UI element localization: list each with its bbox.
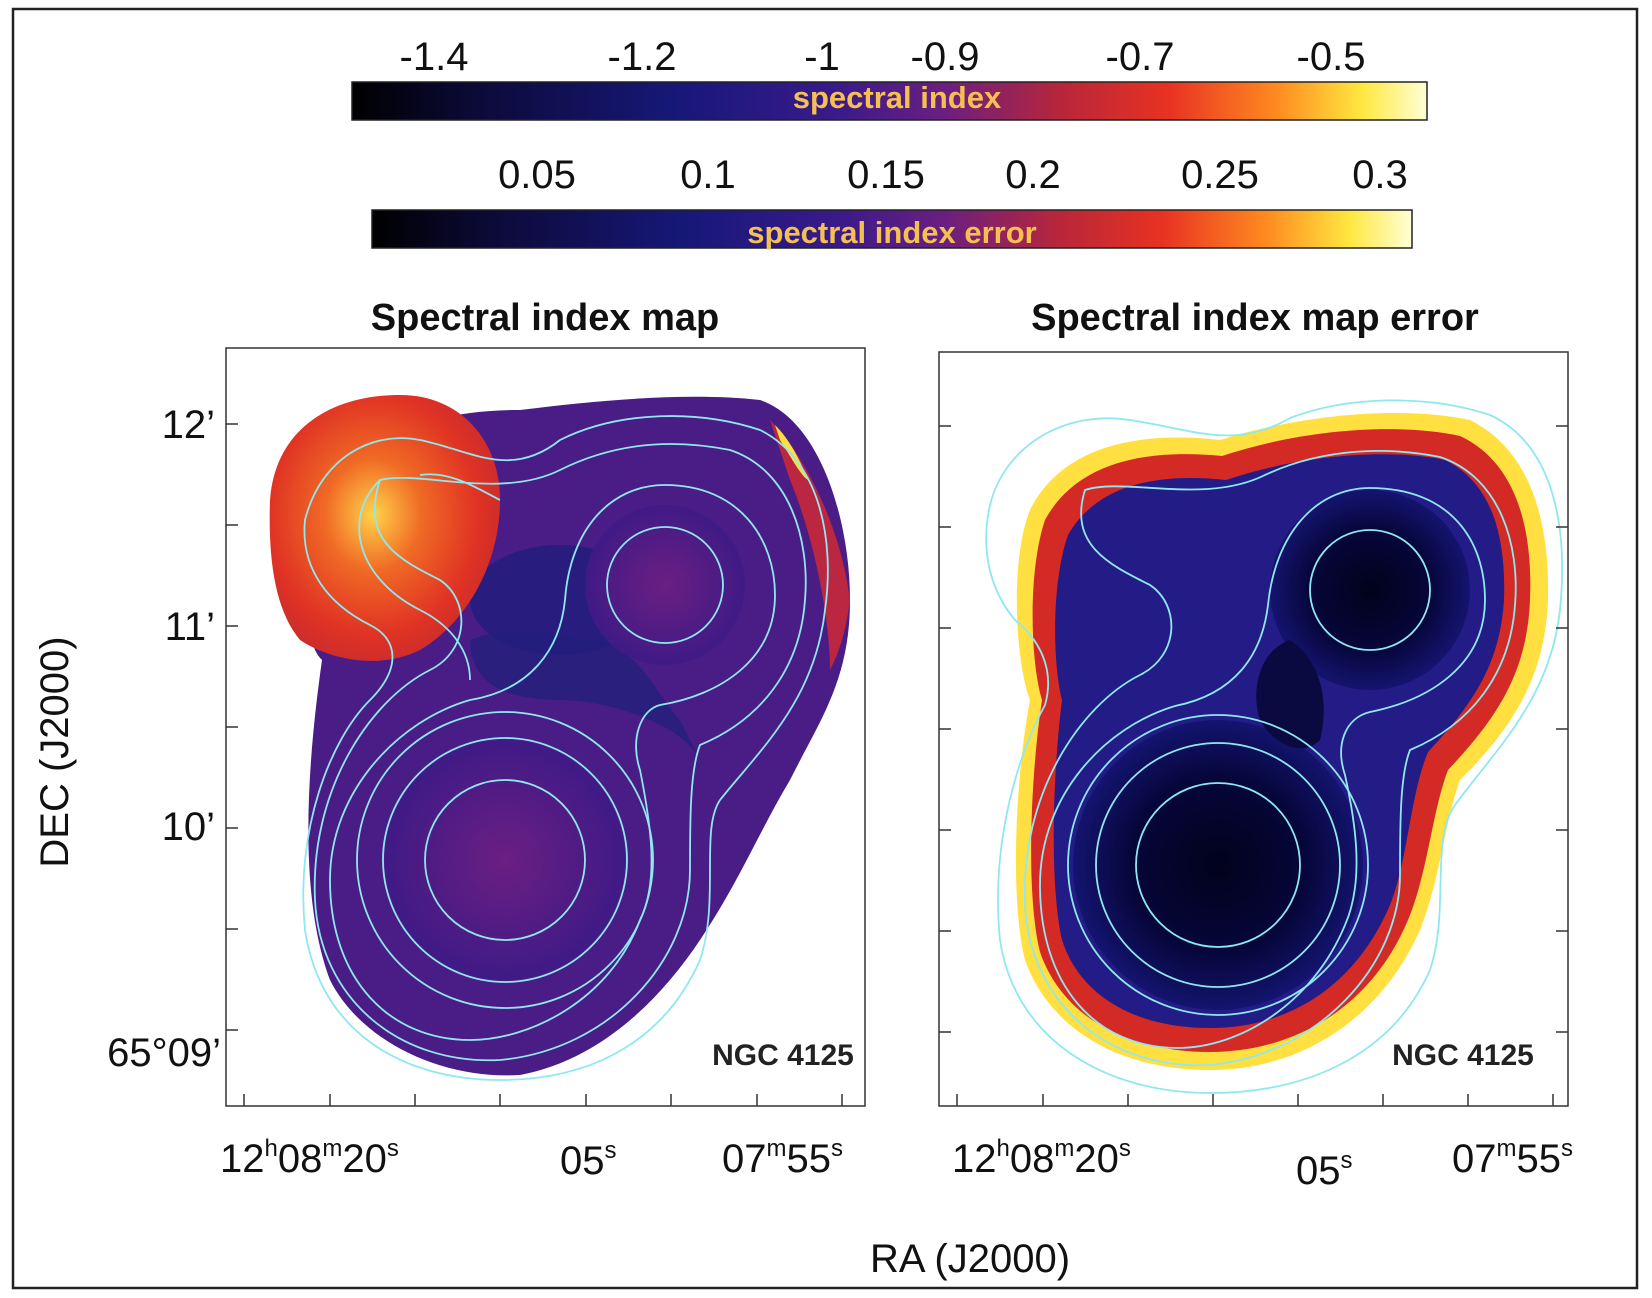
contour-left-4	[606, 526, 724, 644]
contour-right-6	[1023, 450, 1517, 1067]
colorbar-2-label: spectral index error	[747, 215, 1036, 250]
panel-left-xtick-labels: 12h08m20s 05s 07m55s	[220, 1135, 843, 1183]
xtick-label-20s-right: 12h08m20s	[952, 1135, 1131, 1181]
colorbar-2-gradient	[371, 209, 1413, 249]
edge-east-left	[770, 420, 850, 670]
bridge-right	[1256, 640, 1324, 749]
cb2-tick-3: 0.2	[1005, 153, 1061, 197]
contours-left	[302, 415, 829, 1081]
contour-left-7	[302, 415, 829, 1081]
cb1-tick-0: -1.4	[400, 35, 469, 79]
y-axis-label: DEC (J2000)	[33, 636, 77, 867]
colorbar-spectral-index-error: spectral index error 0.05 0.1 0.15 0.2 0…	[371, 153, 1413, 250]
colorbar-spectral-index: spectral index -1.4 -1.2 -1 -0.9 -0.7 -0…	[351, 35, 1428, 121]
colorbar-2-ticks: 0.05 0.1 0.15 0.2 0.25 0.3	[498, 153, 1408, 197]
cb1-tick-2: -1	[804, 35, 840, 79]
xtick-label-05s-right: 05s	[1296, 1147, 1353, 1193]
panel-right-yticks	[939, 425, 1568, 1033]
xtick-label-55s-right: 07m55s	[1452, 1135, 1573, 1181]
xtick-label-05s: 05s	[560, 1137, 617, 1183]
contour-right-3	[1067, 714, 1369, 1016]
cb1-tick-1: -1.2	[608, 35, 677, 79]
core-ne-left	[585, 505, 745, 665]
contour-left-6	[313, 443, 807, 1062]
x-axis-label: RA (J2000)	[870, 1237, 1070, 1281]
panel-right-source-label: NGC 4125	[1392, 1039, 1534, 1072]
panel-spectral-index-map: Spectral index map	[107, 297, 866, 1183]
ytick-label-10: 10’	[162, 805, 215, 849]
contour-left-5	[329, 484, 776, 1041]
panel-left-ytick-labels: 12’ 11’ 10’ 65°09’	[107, 403, 221, 1075]
cb1-tick-5: -0.5	[1297, 35, 1366, 79]
ytick-label-09: 65°09’	[107, 1031, 221, 1075]
cb2-tick-1: 0.1	[680, 153, 736, 197]
panel-left-yticks	[226, 423, 238, 1031]
colorbar-1-ticks: -1.4 -1.2 -1 -0.9 -0.7 -0.5	[400, 35, 1366, 79]
heatmap-left	[269, 395, 851, 1081]
contour-right-4	[1309, 529, 1431, 651]
cb1-tick-4: -0.7	[1106, 35, 1175, 79]
heatmap-right	[985, 399, 1563, 1094]
source-body-left-shade	[470, 631, 700, 760]
cb1-tick-3: -0.9	[911, 35, 980, 79]
panel-left-xticks	[243, 1094, 843, 1106]
cb2-tick-4: 0.25	[1181, 153, 1259, 197]
lobe-nw-left	[269, 395, 500, 661]
cb2-tick-0: 0.05	[498, 153, 576, 197]
panel-right-title: Spectral index map error	[1031, 297, 1479, 339]
contour-right-2	[1095, 742, 1341, 988]
panel-spectral-index-map-error: Spectral index map error	[938, 297, 1573, 1193]
panel-right-xticks	[956, 1094, 1554, 1106]
ytick-label-12: 12’	[162, 403, 215, 447]
contour-right-7	[985, 399, 1563, 1094]
contour-right-5	[1039, 487, 1486, 1049]
outer-frame	[11, 7, 1639, 1290]
contour-right-1	[1135, 782, 1301, 948]
panel-left-source-label: NGC 4125	[712, 1039, 854, 1072]
core-south-left	[385, 740, 625, 980]
colorbar-1-gradient	[351, 81, 1428, 121]
ytick-label-11: 11’	[165, 605, 215, 649]
core-ne-right	[1270, 490, 1470, 690]
contours-right	[985, 399, 1563, 1094]
contour-left-lobe	[358, 473, 501, 681]
xtick-label-20s: 12h08m20s	[220, 1135, 399, 1181]
contour-left-3	[356, 711, 654, 1009]
cb2-tick-2: 0.15	[847, 153, 925, 197]
xtick-label-55s: 07m55s	[722, 1135, 843, 1181]
panel-right-xtick-labels: 12h08m20s 05s 07m55s	[952, 1135, 1573, 1193]
core-south-right	[1073, 720, 1363, 1010]
panel-left-title: Spectral index map	[371, 297, 719, 339]
colorbar-1-label: spectral index	[793, 80, 1002, 115]
cb2-tick-5: 0.3	[1352, 153, 1408, 197]
contour-left-1	[424, 779, 586, 941]
contour-left-2	[382, 737, 628, 983]
